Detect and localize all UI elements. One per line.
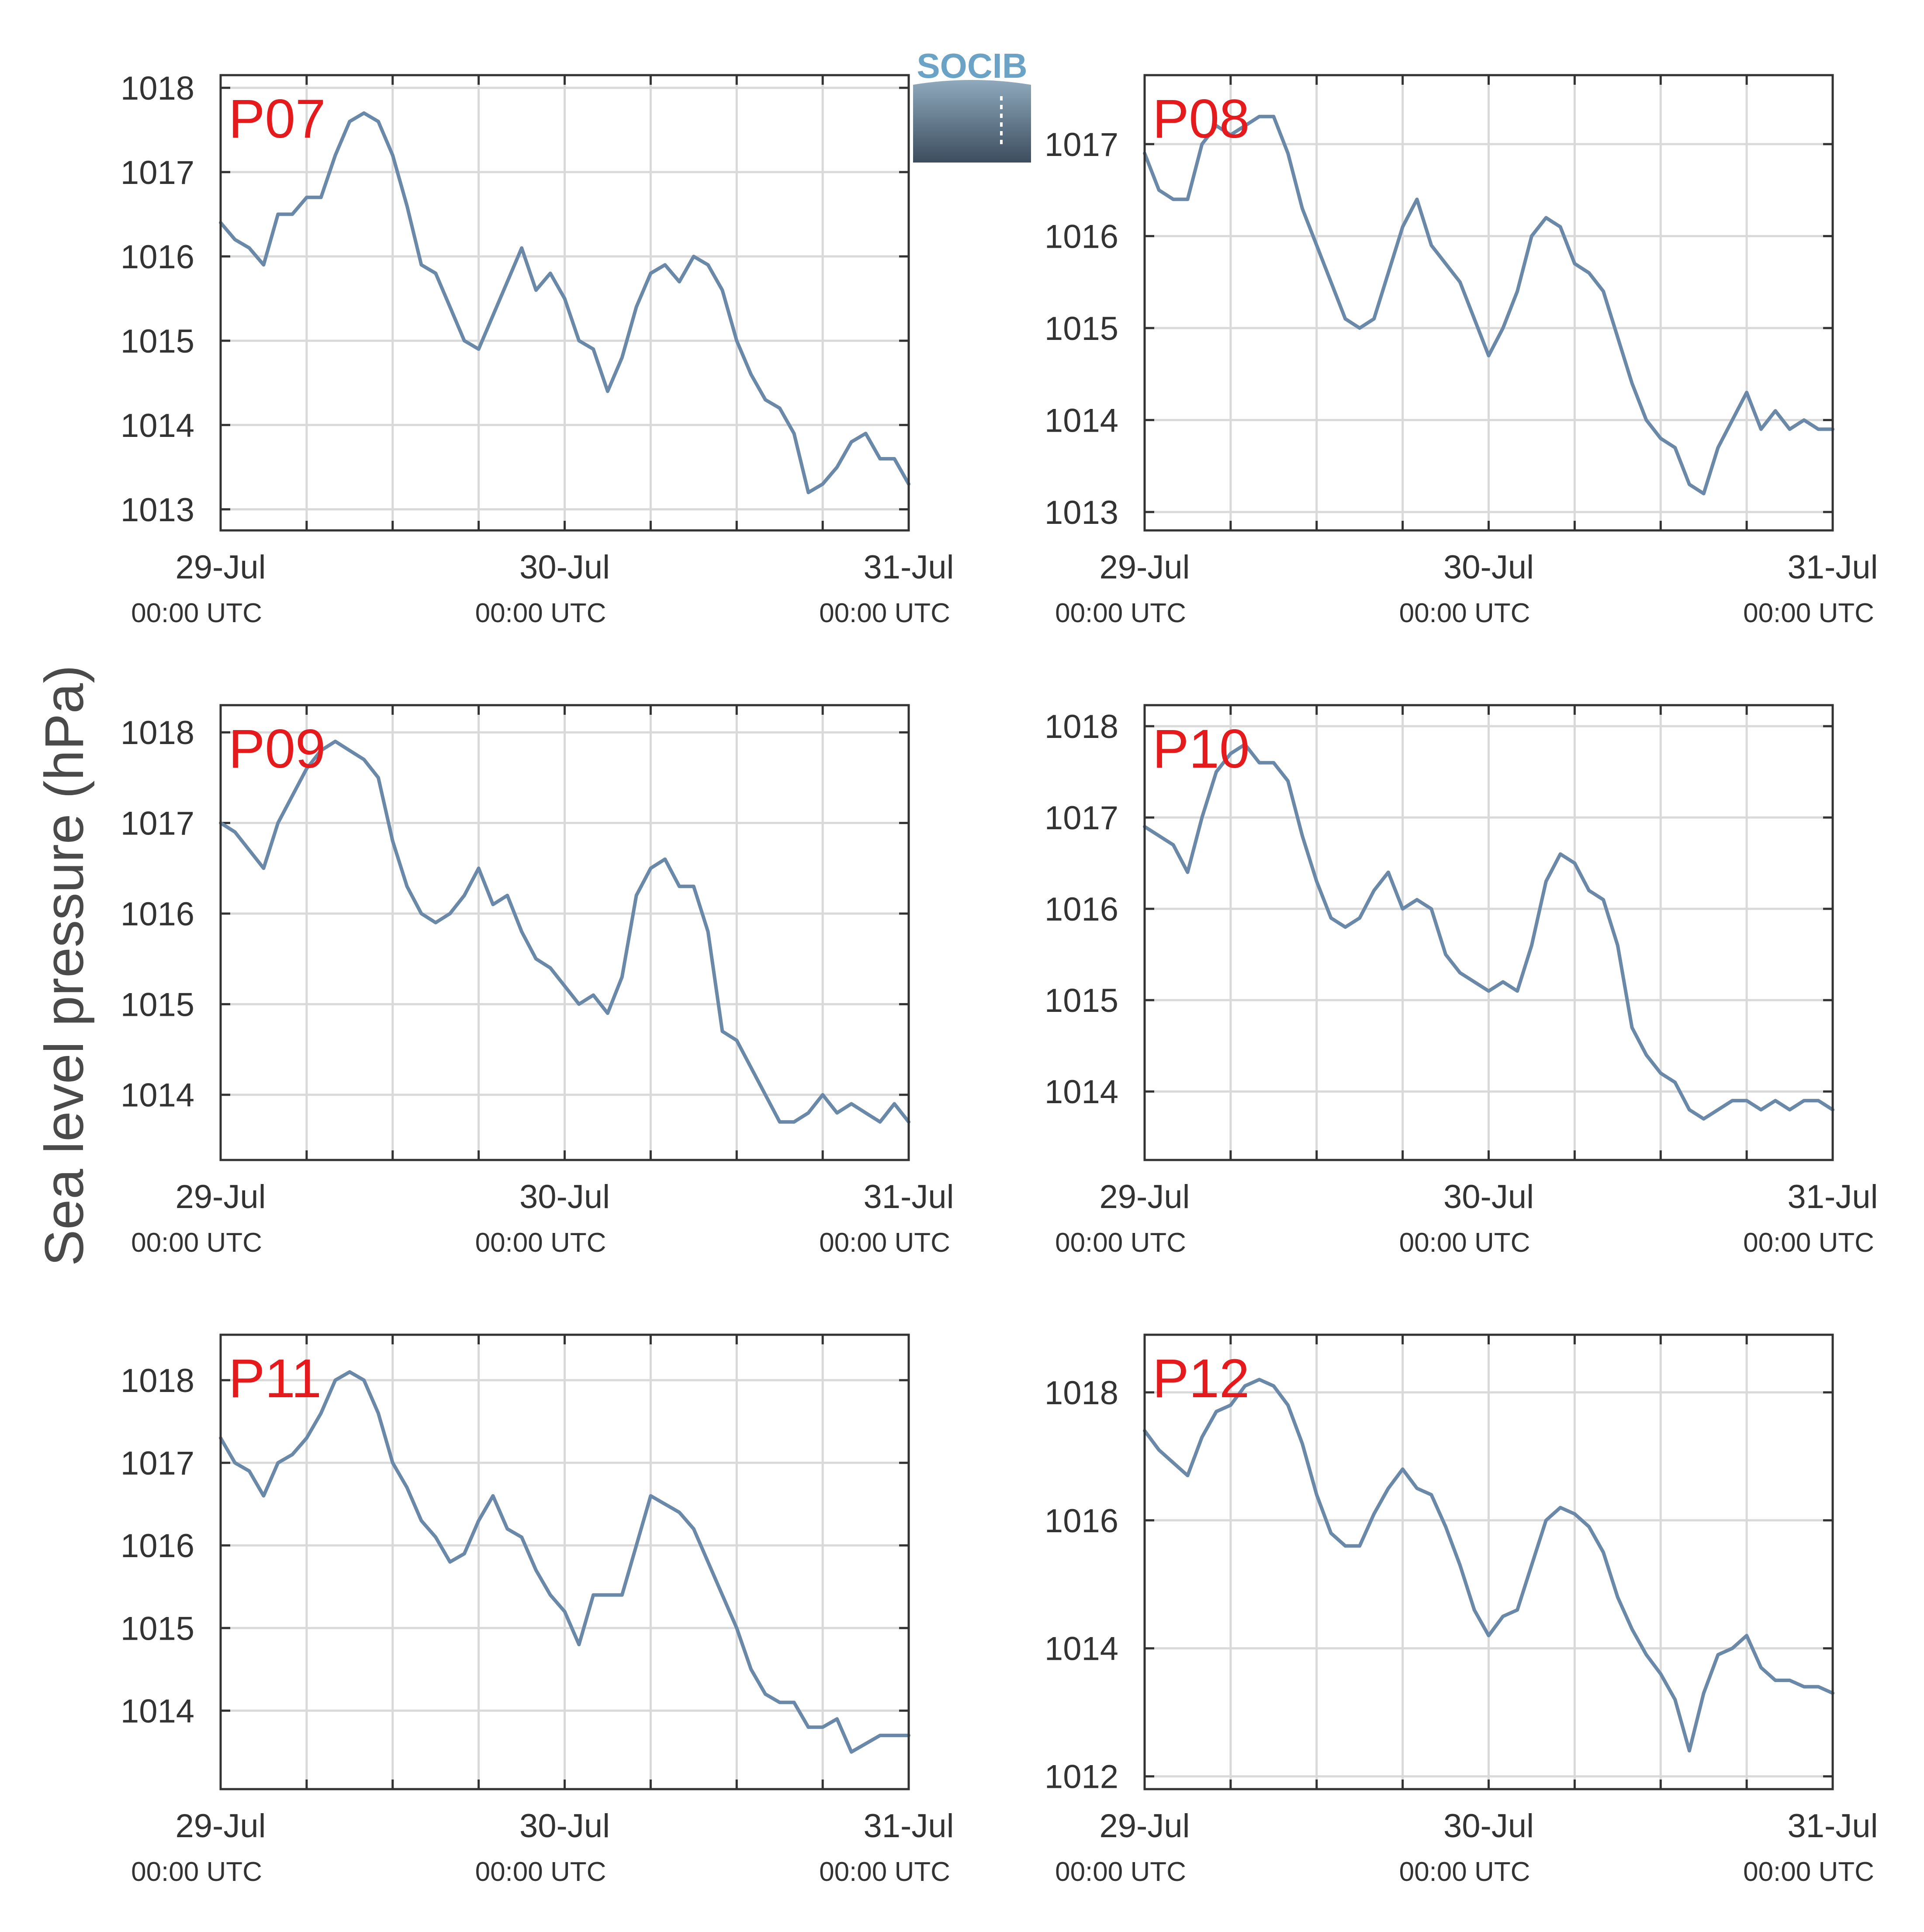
x-tick-time-label: 00:00 UTC [475,598,606,628]
y-tick-label: 1018 [121,70,194,107]
panels: 1013 1014 1015 1016 1017 1018 29-Jul 00:00 UTC 3… [121,70,1878,1887]
y-tick-label: 1014 [1045,1631,1118,1668]
y-tick-label: 1014 [1045,1073,1118,1111]
panel-p07: 1013 1014 1015 1016 1017 1018 29-Jul 00:00 UTC 3… [121,70,954,628]
x-tick-time-label: 00:00 UTC [819,1857,950,1887]
x-tick-date-label: 30-Jul [1443,1807,1534,1845]
pressure-line [219,739,910,1124]
plot-frame [219,1333,910,1790]
x-tick-date-label: 30-Jul [1443,1178,1534,1215]
x-tick-time-label: 00:00 UTC [131,598,262,628]
y-tick-label: 1013 [121,492,194,529]
y-tick-label: 1014 [1045,402,1118,439]
y-tick-label: 1016 [1045,891,1118,928]
x-tick-time-label: 00:00 UTC [1399,598,1530,628]
x-tick-date-label: 29-Jul [176,549,266,586]
y-tick-label: 1016 [1045,218,1118,255]
x-tick-date-label: 30-Jul [519,1178,610,1215]
pressure-line [219,1370,910,1754]
x-tick-date-label: 31-Jul [864,549,954,586]
y-tick-label: 1014 [121,1077,194,1114]
pressure-line [1143,1378,1834,1753]
socib-logo-text: SOCIB [917,46,1027,85]
x-tick-time-label: 00:00 UTC [819,1228,950,1258]
x-tick-time-label: 00:00 UTC [1743,598,1874,628]
y-tick-label: 1018 [1045,1375,1118,1412]
panel-p09: 1014 1015 1016 1017 1018 29-Jul 00:00 UTC 30-Ju… [121,704,954,1258]
y-tick-label: 1016 [121,896,194,933]
panel-p10: 1014 1015 1016 1017 1018 29-Jul 00:00 UTC 30-Ju… [1045,704,1878,1258]
plot-frame [1143,1333,1834,1790]
panel-label: P07 [228,89,325,149]
x-tick-date-label: 31-Jul [1788,549,1878,586]
plot-frame [219,74,910,532]
y-tick-label: 1015 [121,1610,194,1647]
y-tick-label: 1012 [1045,1759,1118,1796]
x-tick-time-label: 00:00 UTC [1055,1857,1186,1887]
x-tick-time-label: 00:00 UTC [1399,1857,1530,1887]
y-tick-label: 1015 [1045,310,1118,347]
x-tick-time-label: 00:00 UTC [131,1228,262,1258]
panel-p12: 1012 1014 1016 1018 29-Jul 00:00 UTC 30-Jul 00:… [1045,1333,1878,1887]
pressure-line [219,111,910,495]
x-tick-date-label: 29-Jul [1100,1807,1190,1845]
panel-label: P12 [1152,1348,1249,1409]
panel-p08: 1013 1014 1015 1016 1017 29-Jul 00:00 UTC 30-Ju… [1045,74,1878,628]
x-tick-time-label: 00:00 UTC [819,598,950,628]
x-tick-date-label: 31-Jul [1788,1807,1878,1845]
x-tick-time-label: 00:00 UTC [1743,1228,1874,1258]
x-tick-time-label: 00:00 UTC [475,1228,606,1258]
x-tick-date-label: 29-Jul [1100,549,1190,586]
y-tick-label: 1015 [1045,982,1118,1019]
x-tick-date-label: 31-Jul [864,1178,954,1215]
x-tick-date-label: 29-Jul [176,1178,266,1215]
x-tick-date-label: 29-Jul [176,1807,266,1845]
plot-frame [1143,704,1834,1161]
y-tick-label: 1017 [1045,126,1118,163]
y-tick-label: 1018 [1045,708,1118,745]
plot-frame [1143,74,1834,532]
x-tick-date-label: 30-Jul [519,1807,610,1845]
y-tick-label: 1013 [1045,494,1118,531]
y-tick-label: 1014 [121,1693,194,1730]
panel-label: P09 [228,719,325,779]
x-tick-time-label: 00:00 UTC [1055,598,1186,628]
y-tick-label: 1018 [121,1362,194,1399]
y-tick-label: 1017 [1045,800,1118,837]
y-tick-label: 1017 [121,154,194,191]
panel-label: P08 [1152,89,1249,149]
x-tick-date-label: 29-Jul [1100,1178,1190,1215]
pressure-line [1143,114,1834,495]
x-tick-date-label: 31-Jul [1788,1178,1878,1215]
x-tick-date-label: 30-Jul [1443,549,1534,586]
x-tick-time-label: 00:00 UTC [131,1857,262,1887]
x-tick-time-label: 00:00 UTC [1743,1857,1874,1887]
y-axis-title: Sea level pressure (hPa) [34,665,95,1266]
y-tick-label: 1016 [121,1527,194,1565]
y-tick-label: 1016 [1045,1503,1118,1540]
y-tick-label: 1014 [121,407,194,444]
panel-p11: 1014 1015 1016 1017 1018 29-Jul 00:00 UTC 30-Ju… [121,1333,954,1887]
pressure-line [1143,742,1834,1121]
socib-logo: SOCIB [913,46,1031,163]
y-tick-label: 1016 [121,239,194,276]
x-tick-time-label: 00:00 UTC [1399,1228,1530,1258]
socib-logo-wave [913,80,1031,163]
y-tick-label: 1017 [121,805,194,842]
y-tick-label: 1015 [121,986,194,1023]
y-tick-label: 1018 [121,714,194,751]
y-tick-label: 1017 [121,1445,194,1482]
plot-frame [219,704,910,1161]
panel-label: P10 [1152,719,1249,779]
x-tick-time-label: 00:00 UTC [1055,1228,1186,1258]
x-tick-date-label: 31-Jul [864,1807,954,1845]
panel-label: P11 [228,1348,322,1409]
y-tick-label: 1015 [121,323,194,360]
x-tick-date-label: 30-Jul [519,549,610,586]
x-tick-time-label: 00:00 UTC [475,1857,606,1887]
